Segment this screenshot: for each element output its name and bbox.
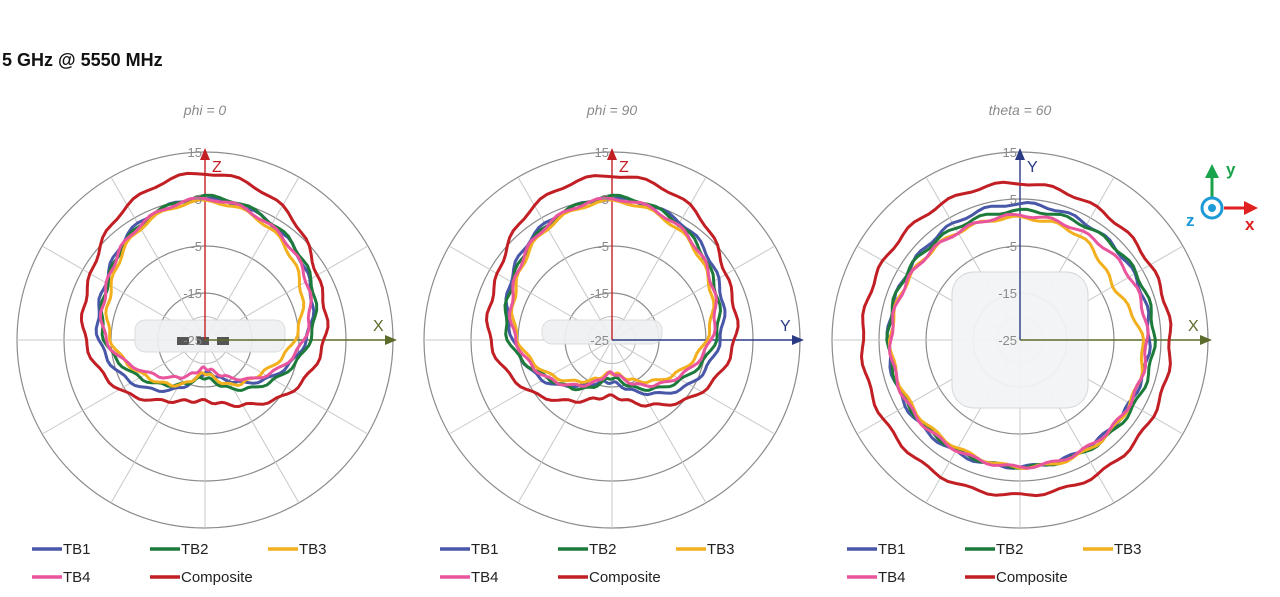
horizontal-axis-label: Y — [780, 318, 791, 335]
radial-tick-label: -5 — [1005, 239, 1017, 254]
grid-spoke — [204, 339, 300, 504]
legend-label: Composite — [181, 569, 253, 586]
grid-spoke — [611, 339, 776, 435]
grid-spoke — [517, 339, 613, 504]
key-z-label: z — [1186, 211, 1195, 230]
x-arrowhead-icon — [1244, 201, 1258, 215]
series-line-tb4 — [98, 196, 313, 382]
grid-spoke — [41, 339, 206, 435]
vertical-axis-label: Y — [1027, 159, 1038, 176]
vertical-arrowhead-icon — [200, 148, 210, 160]
legend-label: TB4 — [63, 569, 91, 586]
radial-tick-label: -25 — [590, 333, 609, 348]
horizontal-axis-label: X — [373, 318, 384, 335]
y-arrowhead-icon — [1205, 164, 1219, 178]
series-line-tb1 — [504, 196, 727, 397]
radial-tick-label: 5 — [602, 192, 609, 207]
chart-title: theta = 60 — [989, 102, 1052, 118]
polar-chart-2: theta = 60 Y X 15 5 -5 -15 -25 TB1 TB2 TB3 TB4 Compo… — [831, 102, 1212, 586]
grid-spoke — [448, 339, 613, 435]
radial-tick-label: -5 — [597, 239, 609, 254]
vertical-axis-label: Z — [619, 159, 629, 176]
key-x-label: x — [1245, 215, 1255, 234]
radial-tick-label: -25 — [183, 333, 202, 348]
z-dot-icon — [1208, 204, 1216, 212]
series-line-tb4 — [508, 196, 718, 388]
chart-title: phi = 90 — [586, 102, 637, 118]
port-icon — [197, 337, 209, 345]
legend-label: TB1 — [63, 541, 91, 558]
legend-label: TB1 — [878, 541, 906, 558]
series-line-tb2 — [99, 193, 319, 392]
page-title: 5 GHz @ 5550 MHz — [2, 50, 163, 70]
series-line-tb4 — [888, 212, 1150, 470]
legend-label: Composite — [996, 569, 1068, 586]
port-icon — [177, 337, 189, 345]
chart-title: phi = 0 — [183, 102, 227, 118]
legend-label: TB4 — [878, 569, 906, 586]
horizontal-arrowhead-icon — [1200, 335, 1212, 345]
legend-label: TB2 — [589, 541, 617, 558]
vertical-axis-label: Z — [212, 159, 222, 176]
grid-spoke — [611, 339, 707, 504]
series-line-composite — [860, 180, 1173, 498]
legend-label: TB4 — [471, 569, 499, 586]
legend-label: TB3 — [1114, 541, 1142, 558]
horizontal-arrowhead-icon — [385, 335, 397, 345]
legend-label: TB2 — [181, 541, 209, 558]
orientation-key: y x z — [1186, 160, 1258, 234]
radial-tick-label: 15 — [595, 145, 609, 160]
legend-label: TB3 — [299, 541, 327, 558]
radial-tick-label: -15 — [183, 286, 202, 301]
radial-tick-label: -15 — [590, 286, 609, 301]
polar-chart-1: phi = 90 Z Y 15 5 -5 -15 -25 TB1 TB2 TB3 TB4 Composi… — [423, 102, 804, 586]
grid-spoke — [110, 339, 206, 504]
radial-tick-label: 5 — [1010, 192, 1017, 207]
radial-tick-label: 15 — [1003, 145, 1017, 160]
series-line-composite — [485, 174, 740, 408]
polar-chart-0: phi = 0 Z X 15 5 -5 -15 -25 TB1 TB2 TB3 TB4 Composit… — [16, 102, 397, 586]
horizontal-axis-label: X — [1188, 318, 1199, 335]
legend-label: TB3 — [707, 541, 735, 558]
vertical-arrowhead-icon — [607, 148, 617, 160]
key-y-label: y — [1226, 160, 1236, 179]
grid-spoke — [204, 339, 369, 435]
radial-tick-label: 5 — [195, 192, 202, 207]
radial-tick-label: -15 — [998, 286, 1017, 301]
access-point-image — [134, 319, 286, 353]
port-icon — [217, 337, 229, 345]
series-line-composite — [79, 171, 330, 408]
radial-tick-label: -5 — [190, 239, 202, 254]
legend-label: Composite — [589, 569, 661, 586]
horizontal-arrowhead-icon — [792, 335, 804, 345]
legend-label: TB1 — [471, 541, 499, 558]
radial-tick-label: -25 — [998, 333, 1017, 348]
access-point-image — [541, 319, 663, 345]
legend-label: TB2 — [996, 541, 1024, 558]
vertical-arrowhead-icon — [1015, 148, 1025, 160]
radial-tick-label: 15 — [188, 145, 202, 160]
series-line-tb3 — [104, 198, 306, 388]
